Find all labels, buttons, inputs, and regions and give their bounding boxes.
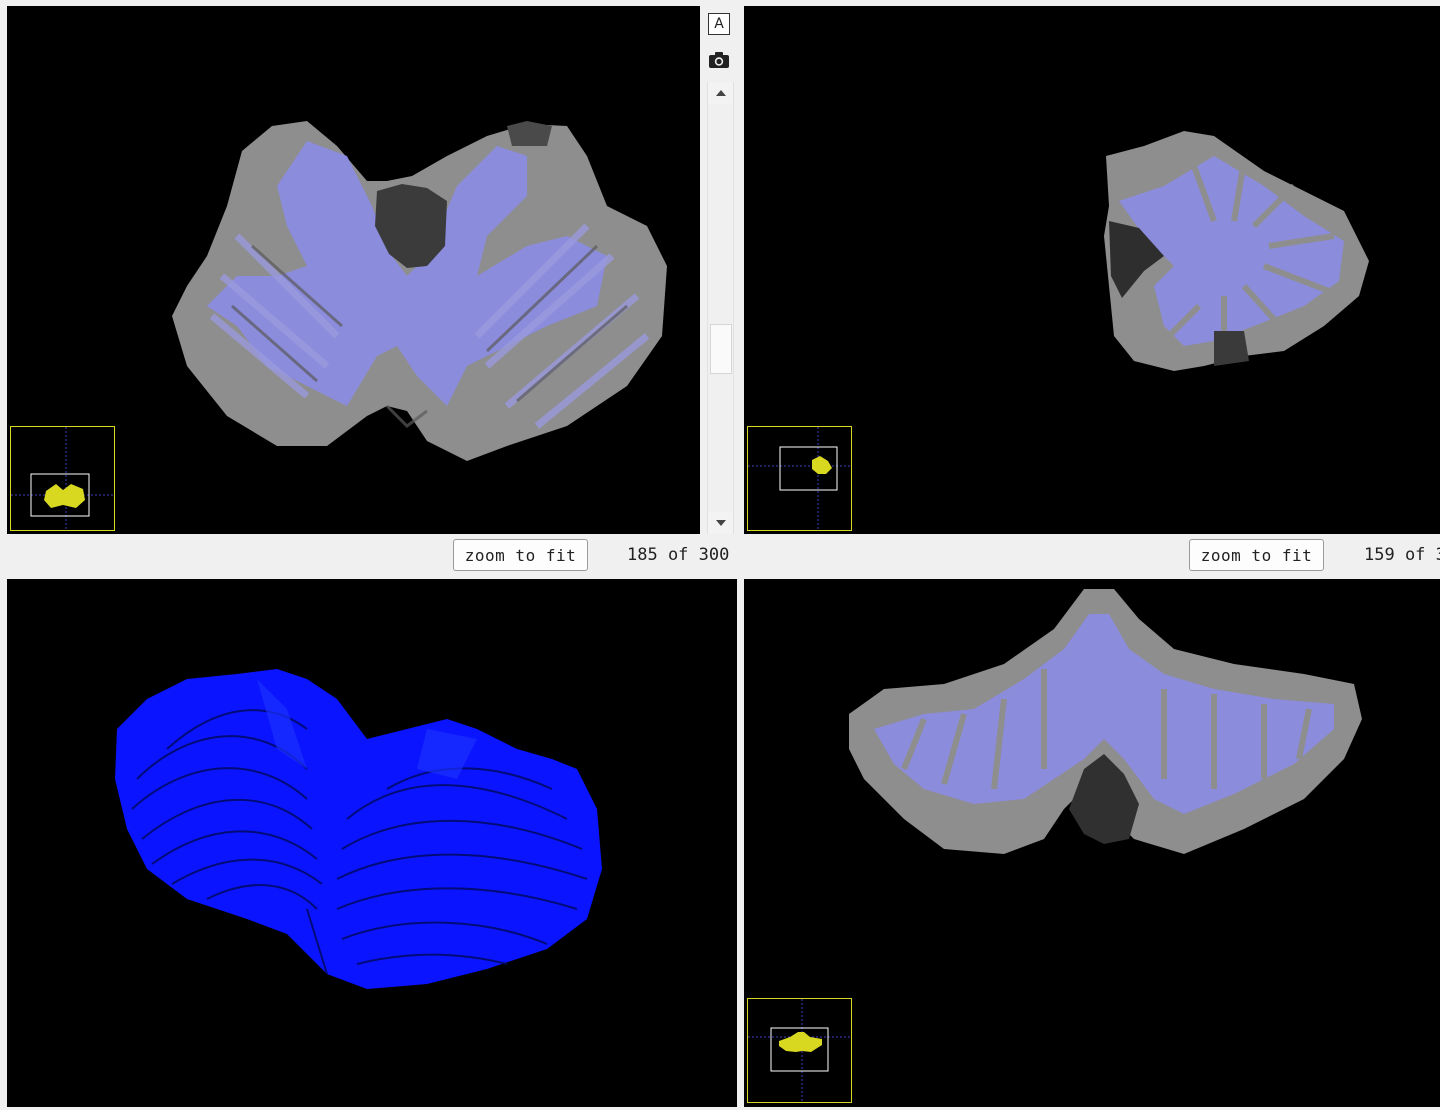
surface-mesh <box>115 669 602 989</box>
sagittal-slice-counter: 159 of 30 <box>1364 545 1440 565</box>
white-matter-overlay <box>207 141 607 406</box>
annotation-button[interactable]: A <box>707 12 731 36</box>
sagittal-view[interactable] <box>744 6 1440 534</box>
axial-slice-counter: 185 of 300 <box>627 545 730 565</box>
sagittal-navigator-thumbnail[interactable] <box>747 426 852 531</box>
coronal-navigator-thumbnail[interactable] <box>747 998 852 1103</box>
dark-region <box>1109 221 1164 298</box>
axial-slice-image <box>172 121 667 461</box>
axial-zoom-to-fit-button[interactable]: zoom to fit <box>453 539 588 571</box>
dark-region <box>375 184 447 268</box>
render-3d-view[interactable] <box>7 579 737 1107</box>
sagittal-slice-image <box>1104 131 1369 371</box>
sagittal-zoom-to-fit-button[interactable]: zoom to fit <box>1189 539 1324 571</box>
coronal-view[interactable] <box>744 579 1440 1107</box>
cerebellum-3d-surface <box>115 669 602 989</box>
camera-icon[interactable] <box>707 48 731 72</box>
axial-view[interactable] <box>7 6 700 534</box>
coronal-slice-image <box>849 589 1362 854</box>
scroll-track[interactable] <box>708 104 733 512</box>
scroll-down-icon[interactable] <box>708 512 733 534</box>
dark-region <box>1069 754 1139 844</box>
slice-scrollbar[interactable] <box>707 82 734 534</box>
white-matter-overlay <box>874 614 1334 814</box>
scroll-thumb[interactable] <box>710 324 732 374</box>
scroll-up-icon[interactable] <box>708 82 733 104</box>
white-matter-overlay <box>1119 156 1344 346</box>
axial-navigator-thumbnail[interactable] <box>10 426 115 531</box>
